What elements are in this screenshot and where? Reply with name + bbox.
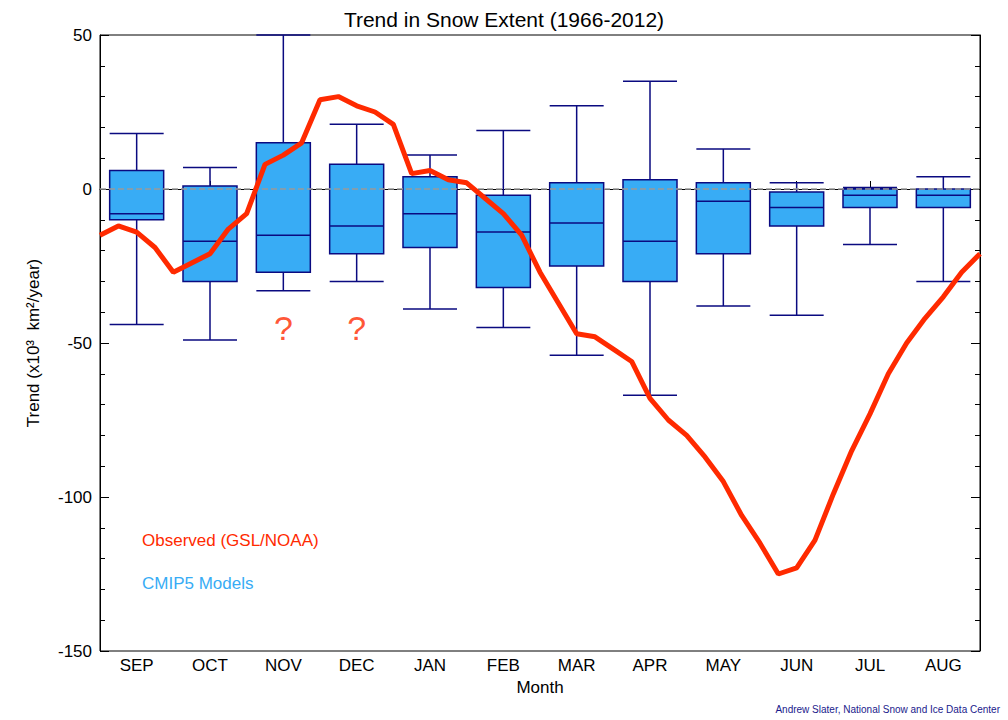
svg-text:NOV: NOV xyxy=(265,656,303,675)
svg-text:50: 50 xyxy=(73,26,92,45)
svg-text:AUG: AUG xyxy=(925,656,962,675)
svg-text:JUL: JUL xyxy=(855,656,885,675)
svg-text:JUN: JUN xyxy=(780,656,813,675)
svg-text:DEC: DEC xyxy=(339,656,375,675)
svg-text:CMIP5 Models: CMIP5 Models xyxy=(142,574,253,593)
svg-text:Month: Month xyxy=(516,678,563,697)
svg-text:0: 0 xyxy=(83,180,92,199)
svg-text:-50: -50 xyxy=(67,334,92,353)
svg-text:MAY: MAY xyxy=(706,656,742,675)
svg-text:Andrew Slater, National Snow a: Andrew Slater, National Snow and Ice Dat… xyxy=(775,704,1000,715)
svg-text:Trend (x10³ km²/year): Trend (x10³ km²/year) xyxy=(24,259,43,427)
svg-text:Trend in Snow Extent (1966-201: Trend in Snow Extent (1966-2012) xyxy=(344,8,664,31)
svg-text:?: ? xyxy=(347,309,366,347)
svg-text:-100: -100 xyxy=(58,488,92,507)
svg-text:?: ? xyxy=(274,309,293,347)
svg-text:Observed (GSL/NOAA): Observed (GSL/NOAA) xyxy=(142,531,319,550)
svg-text:SEP: SEP xyxy=(120,656,154,675)
svg-text:-150: -150 xyxy=(58,642,92,661)
svg-text:OCT: OCT xyxy=(192,656,228,675)
svg-text:FEB: FEB xyxy=(487,656,520,675)
svg-text:JAN: JAN xyxy=(414,656,446,675)
svg-text:APR: APR xyxy=(633,656,668,675)
svg-text:MAR: MAR xyxy=(558,656,596,675)
